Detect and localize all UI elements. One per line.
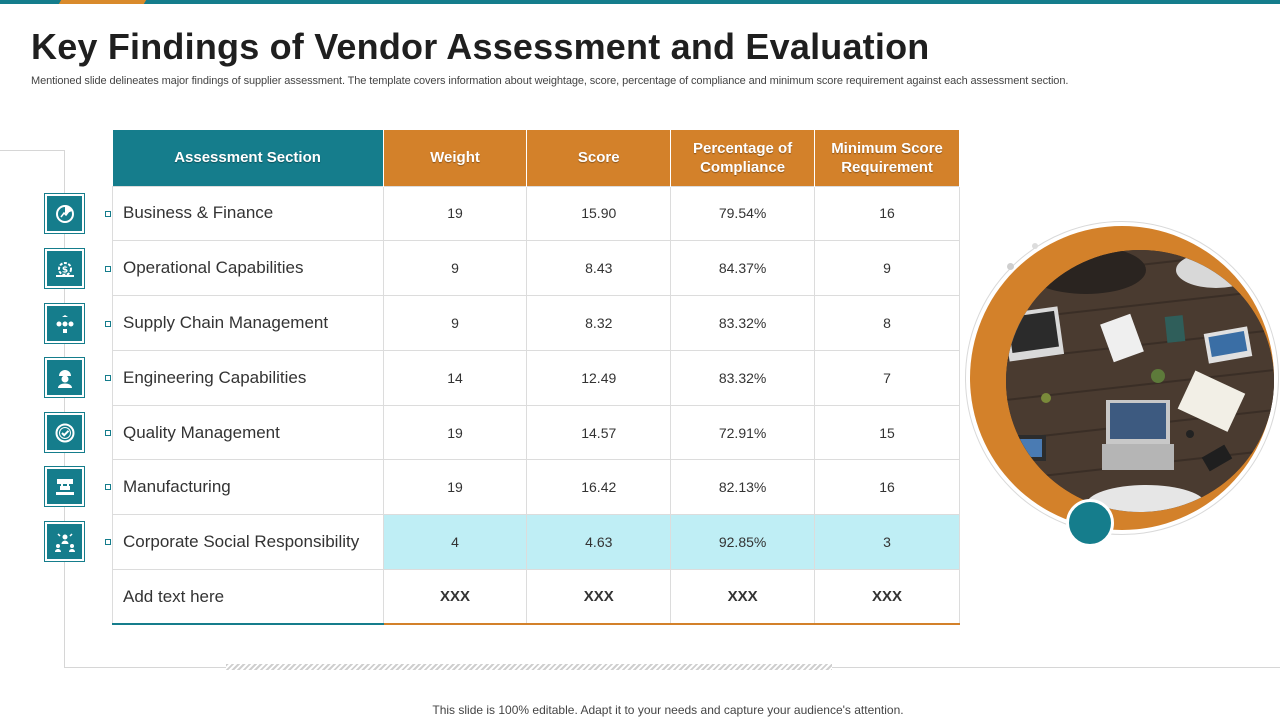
connector-dot xyxy=(105,484,111,490)
cell-section: Business & Finance xyxy=(112,185,384,242)
table-row: Supply Chain Management 9 8.32 83.32% 8 xyxy=(112,295,960,351)
top-accent-stripe xyxy=(58,0,147,4)
table-row: Manufacturing 19 16.42 82.13% 16 xyxy=(112,459,960,516)
cell-compliance: 83.32% xyxy=(670,349,816,406)
cell-compliance: 92.85% xyxy=(670,514,816,571)
cell-minimum: 3 xyxy=(814,514,960,571)
teal-accent-dot xyxy=(1066,499,1114,547)
cell-section: Supply Chain Management xyxy=(112,295,384,351)
table-header-row: Assessment Section Weight Score Percenta… xyxy=(112,130,960,186)
cell-section: Add text here xyxy=(112,569,384,626)
cell-weight: 4 xyxy=(382,514,528,571)
connector-dot xyxy=(105,375,111,381)
cell-weight: XXX xyxy=(382,569,528,626)
table-row: Operational Capabilities 9 8.43 84.37% 9 xyxy=(112,240,960,297)
cell-minimum: 8 xyxy=(814,295,960,351)
cell-weight: 14 xyxy=(382,349,528,406)
cell-weight: 19 xyxy=(382,185,528,242)
photo-outer-ring xyxy=(965,221,1279,535)
finance-chart-icon xyxy=(44,193,85,234)
cell-section: Operational Capabilities xyxy=(112,240,384,297)
supply-chain-icon xyxy=(44,303,85,344)
cell-score: 8.32 xyxy=(526,295,672,351)
cell-score: 15.90 xyxy=(526,185,672,242)
cell-compliance: XXX xyxy=(670,569,816,626)
table-row-placeholder: Add text here XXX XXX XXX XXX xyxy=(112,569,960,626)
header-weight: Weight xyxy=(383,130,528,186)
engineer-icon xyxy=(44,357,85,398)
meeting-table-photo xyxy=(1006,250,1274,512)
cell-section: Quality Management xyxy=(112,404,384,461)
cell-compliance: 82.13% xyxy=(670,459,816,516)
cell-minimum: 7 xyxy=(814,349,960,406)
cell-weight: 9 xyxy=(382,240,528,297)
cell-weight: 9 xyxy=(382,295,528,351)
svg-text:$: $ xyxy=(61,265,67,275)
bracket-line-vertical xyxy=(64,150,65,668)
cell-minimum: 16 xyxy=(814,185,960,242)
connector-dot xyxy=(105,321,111,327)
table-row: Business & Finance 19 15.90 79.54% 16 xyxy=(112,185,960,242)
gears-dollar-icon: $ xyxy=(44,248,85,289)
cell-score: XXX xyxy=(526,569,672,626)
cell-compliance: 83.32% xyxy=(670,295,816,351)
cell-section: Manufacturing xyxy=(112,459,384,516)
assessment-table: Assessment Section Weight Score Percenta… xyxy=(112,130,960,626)
cell-compliance: 72.91% xyxy=(670,404,816,461)
cell-minimum: 15 xyxy=(814,404,960,461)
cell-minimum: 16 xyxy=(814,459,960,516)
cell-weight: 19 xyxy=(382,459,528,516)
cell-score: 12.49 xyxy=(526,349,672,406)
header-compliance: Percentage of Compliance xyxy=(670,130,816,186)
connector-dot xyxy=(105,266,111,272)
cell-weight: 19 xyxy=(382,404,528,461)
header-assessment-section: Assessment Section xyxy=(112,130,384,186)
table-row: Engineering Capabilities 14 12.49 83.32%… xyxy=(112,349,960,406)
people-network-icon xyxy=(44,521,85,562)
cell-compliance: 79.54% xyxy=(670,185,816,242)
header-minimum-score: Minimum Score Requirement xyxy=(814,130,960,186)
cell-minimum: XXX xyxy=(814,569,960,626)
connector-dot xyxy=(105,539,111,545)
slide-subtitle: Mentioned slide delineates major finding… xyxy=(31,75,1069,87)
decor-dot xyxy=(1032,243,1038,249)
top-accent-bar xyxy=(0,0,1280,4)
connector-dot xyxy=(105,430,111,436)
header-score: Score xyxy=(526,130,672,186)
cell-section: Engineering Capabilities xyxy=(112,349,384,406)
decor-dot xyxy=(1007,263,1014,270)
hatch-decoration xyxy=(226,664,832,670)
table-row: Quality Management 19 14.57 72.91% 15 xyxy=(112,404,960,461)
cell-compliance: 84.37% xyxy=(670,240,816,297)
factory-icon xyxy=(44,466,85,507)
cell-minimum: 9 xyxy=(814,240,960,297)
bracket-line-top xyxy=(0,150,64,151)
table-row-highlighted: Corporate Social Responsibility 4 4.63 9… xyxy=(112,514,960,571)
cell-score: 14.57 xyxy=(526,404,672,461)
cell-score: 16.42 xyxy=(526,459,672,516)
slide-title: Key Findings of Vendor Assessment and Ev… xyxy=(31,26,930,67)
cell-section: Corporate Social Responsibility xyxy=(112,514,384,571)
connector-dot xyxy=(105,211,111,217)
cell-score: 8.43 xyxy=(526,240,672,297)
quality-badge-icon xyxy=(44,412,85,453)
cell-score: 4.63 xyxy=(526,514,672,571)
slide-footer: This slide is 100% editable. Adapt it to… xyxy=(432,703,904,717)
